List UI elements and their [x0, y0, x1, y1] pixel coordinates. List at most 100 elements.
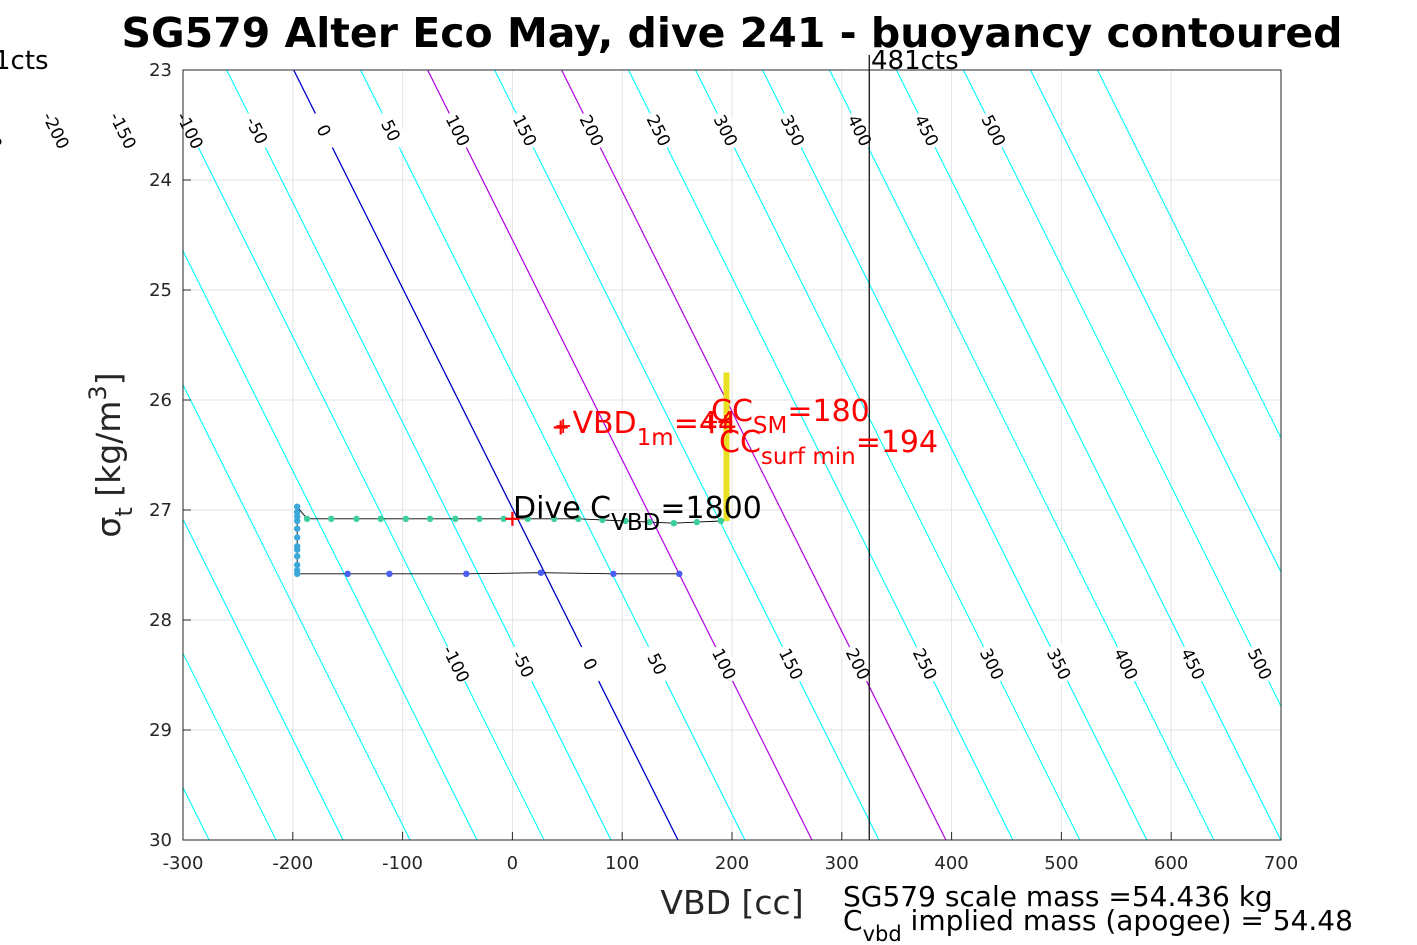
profile-point [293, 561, 301, 569]
y-axis-label-close: ] [89, 372, 128, 385]
contour-line [183, 383, 411, 840]
chart-title: SG579 Alter Eco May, dive 241 - buoyancy… [121, 9, 1342, 57]
annotation-dive-c: Dive CVBD=1800 [513, 491, 762, 536]
annotation-ccsm-rest: =180 [787, 394, 869, 429]
contour-label-upper-bg [305, 108, 343, 153]
y-tick-label: 27 [149, 500, 172, 521]
contour-label-upper-bg [908, 108, 946, 153]
profile-point [676, 570, 683, 577]
profile-point [610, 570, 617, 577]
contour-label-upper-bg [640, 108, 678, 153]
annotation-ccsurf-sub: surf min [761, 444, 856, 470]
x-tick-label: 700 [1264, 853, 1298, 874]
contour-label-upper-bg [37, 108, 75, 153]
profile-point [500, 515, 507, 522]
contour-label-lower-bg [906, 642, 944, 686]
x-tick-label: 600 [1154, 853, 1188, 874]
contour-label-lower-bg [973, 642, 1011, 686]
contour-line [1029, 70, 1281, 574]
contour-label-lower-bg [1040, 642, 1078, 686]
contour-line [293, 70, 679, 840]
profile-point [328, 515, 335, 522]
contour-line [762, 70, 1148, 840]
implied-mass-sub: vbd [863, 922, 902, 945]
annotation-dive-c-base: Dive C [513, 491, 611, 526]
y-axis-label-base: σ [89, 517, 128, 538]
top-right-label: 481cts [871, 46, 959, 76]
implied-mass-base: C [843, 904, 863, 937]
implied-mass-note: Cvbd implied mass (apogee) = 54.48 [843, 904, 1353, 945]
contour-label-lower-bg [504, 642, 542, 686]
profile-point [524, 515, 531, 522]
y-tick-label: 23 [149, 60, 172, 81]
contour-label-lower-bg [839, 642, 877, 686]
contour-label-upper-bg [506, 108, 544, 153]
contour-label-lower-bg [1174, 642, 1212, 686]
profile-point [386, 570, 393, 577]
contour-label-lower-bg [705, 642, 743, 686]
contour-label-upper-bg [104, 108, 142, 153]
profile-point [599, 516, 606, 524]
contour-label-upper-bg [774, 108, 812, 153]
y-tick-label: 28 [149, 610, 172, 631]
contour-label-upper-bg [573, 108, 611, 153]
contour-label-lower-bg [1241, 642, 1279, 686]
contour-line [895, 70, 1281, 840]
contour-line [226, 70, 612, 840]
annotation-ccsurf-rest: =194 [856, 425, 938, 460]
contour-line [494, 70, 880, 840]
annotation-vbd1m-rest: =44 [674, 406, 737, 441]
profile-point [293, 553, 301, 560]
contour-line [183, 652, 277, 840]
annotation-dive-c-sub: VBD [611, 510, 660, 536]
annotation-vbd1m-base: VBD [572, 406, 636, 441]
x-tick-label: 300 [825, 853, 859, 874]
profile-point [303, 515, 311, 522]
profile-point [646, 518, 653, 526]
profile-point [293, 570, 301, 577]
profile-point [476, 515, 483, 522]
contour-label-lower-bg [1107, 642, 1145, 686]
x-tick-label: 400 [934, 853, 968, 874]
annotation-ccsm-base: CC [711, 394, 753, 429]
x-tick-label: -300 [163, 853, 204, 874]
profile-point [293, 509, 301, 516]
profile-point [293, 517, 301, 525]
profile-point [537, 569, 545, 576]
profile-point [622, 517, 629, 525]
profile-point [575, 515, 582, 522]
contour-label-upper-bg [372, 108, 410, 153]
x-tick-label: 100 [605, 853, 639, 874]
contour-label-lower-bg [772, 642, 810, 686]
profile-point [293, 513, 301, 520]
y-tick-label: 26 [149, 390, 172, 411]
contour-line [962, 70, 1281, 708]
surface-bar [723, 372, 730, 521]
dive-profile [293, 503, 725, 577]
profile-point [463, 570, 470, 577]
buoyancy-contours [183, 70, 1281, 840]
x-tick-label: -100 [382, 853, 423, 874]
contour-line [695, 70, 1081, 840]
contour-line [183, 249, 478, 840]
profile-point [293, 525, 301, 532]
contour-line [183, 518, 344, 840]
profile-point [693, 518, 701, 526]
profile-point [670, 520, 678, 527]
x-tick-label: 0 [507, 853, 518, 874]
profile-point [344, 570, 351, 577]
y-axis-label-sub: t [110, 507, 138, 516]
profile-point [550, 515, 558, 522]
profile-point [353, 515, 360, 522]
y-axis-label: σt [kg/m3] [84, 372, 138, 537]
y-tick-label: 25 [149, 280, 172, 301]
x-tick-label: 500 [1044, 853, 1078, 874]
contour-label-upper-bg [707, 108, 745, 153]
profile-point [452, 515, 459, 522]
profile-point [426, 515, 434, 522]
x-tick-label: 200 [715, 853, 749, 874]
contour-line [183, 115, 545, 840]
y-axis-label-sup: 3 [84, 385, 112, 400]
profile-point [293, 534, 301, 541]
